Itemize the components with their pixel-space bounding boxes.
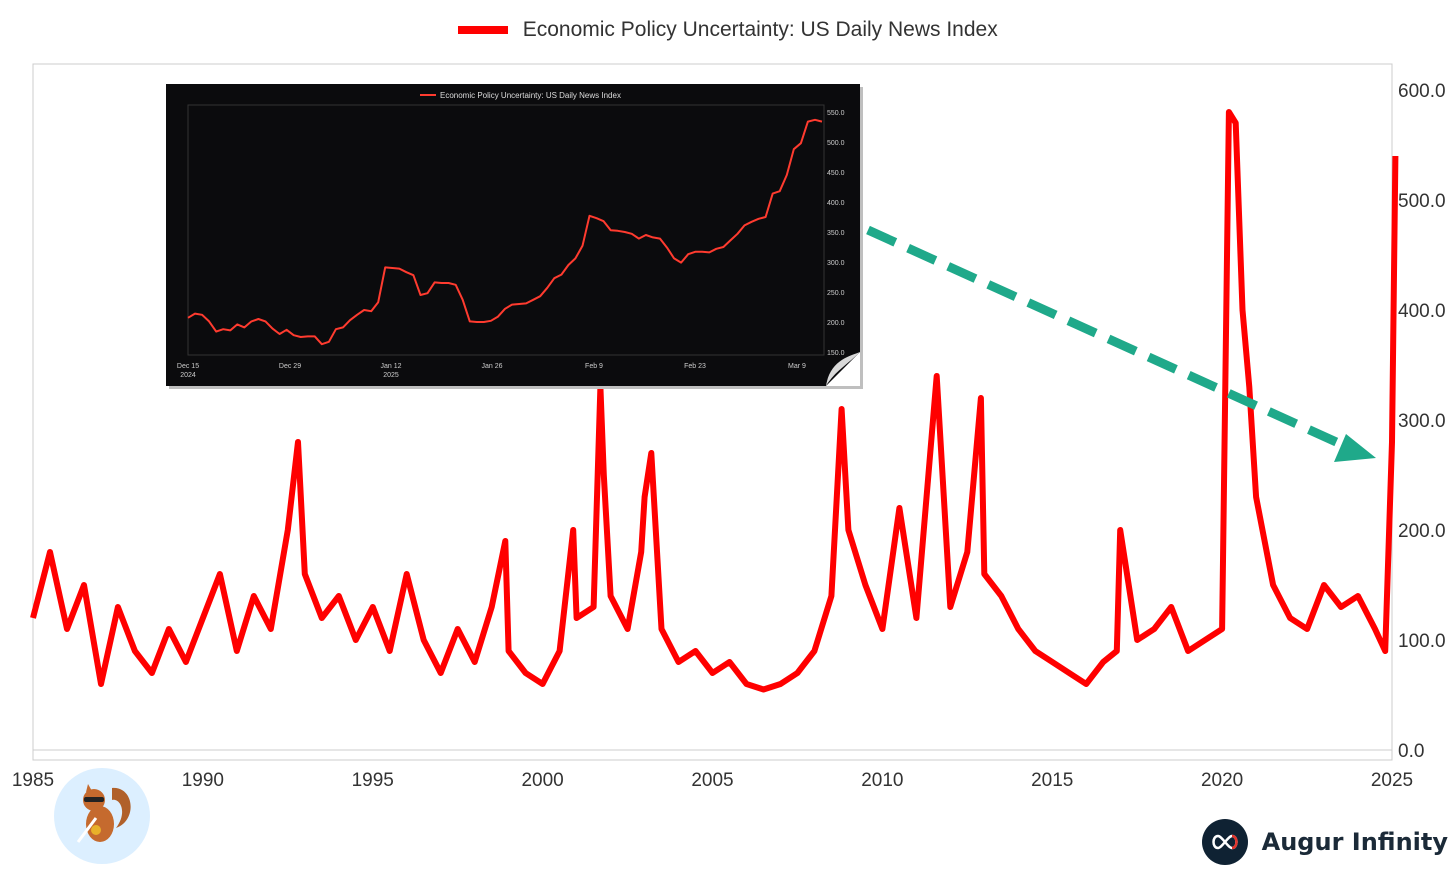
y-tick-label: 300.0 — [1398, 411, 1446, 432]
inset-y-tick-label: 350.0 — [827, 230, 845, 237]
legend-label: Economic Policy Uncertainty: US Daily Ne… — [522, 18, 998, 41]
squirrel-icon — [76, 784, 131, 843]
series-line-epu — [30, 109, 1399, 693]
inset-y-tick-label: 400.0 — [827, 200, 845, 207]
dashed-arrow-line — [866, 225, 1356, 455]
y-tick-label: 600.0 — [1398, 81, 1446, 102]
infinity-logo-icon — [1201, 819, 1248, 865]
x-tick-label: 2025 — [1371, 770, 1413, 791]
inset-plot-area — [187, 104, 825, 356]
x-tick-label: 2015 — [1031, 770, 1073, 791]
inset-y-tick-label: 250.0 — [827, 290, 845, 297]
x-tick-label: 2000 — [521, 770, 563, 791]
inset-y-tick-label: 450.0 — [827, 170, 845, 177]
inset-x-tick-label: Feb 9 — [585, 363, 603, 370]
inset-x-tick-label: Dec 29 — [279, 363, 301, 370]
arrow-head — [1334, 434, 1376, 462]
inset-y-tick-label: 550.0 — [827, 110, 845, 117]
y-tick-label: 100.0 — [1398, 631, 1446, 652]
inset-y-tick-label: 500.0 — [827, 140, 845, 147]
page-curl-corner — [826, 352, 860, 386]
y-tick-label: 400.0 — [1398, 301, 1446, 322]
x-tick-label: 1985 — [12, 770, 54, 791]
brand-watermark: Augur Infinity — [1201, 819, 1448, 865]
inset-y-tick-label: 300.0 — [827, 260, 845, 267]
x-tick-label: 1995 — [352, 770, 394, 791]
inset-y-tick-label: 150.0 — [827, 350, 845, 357]
x-tick-label: 2010 — [861, 770, 903, 791]
inset-legend-label: Economic Policy Uncertainty: US Daily Ne… — [440, 91, 621, 100]
inset-y-tick-label: 200.0 — [827, 320, 845, 327]
inset-x-tick-label: Dec 15 — [177, 363, 199, 370]
page-curl-fold — [826, 352, 860, 386]
x-tick-label: 1990 — [182, 770, 224, 791]
x-tick-label: 2005 — [691, 770, 733, 791]
inset-x-tick-label: Mar 9 — [788, 363, 806, 370]
inset-x-tick-label: Jan 26 — [481, 363, 502, 370]
inset-x-tick-label: 2025 — [383, 372, 399, 379]
brand-name: Augur Infinity — [1261, 828, 1448, 856]
y-tick-label: 0.0 — [1398, 741, 1424, 762]
inset-series-line — [187, 118, 823, 346]
chart-legend: Economic Policy Uncertainty: US Daily Ne… — [0, 18, 1456, 42]
inset-x-tick-label: Feb 23 — [684, 363, 706, 370]
y-tick-label: 200.0 — [1398, 521, 1446, 542]
squirrel-mascot-logo — [54, 768, 150, 864]
inset-background — [166, 84, 860, 386]
x-tick-label: 2020 — [1201, 770, 1243, 791]
inset-x-tick-label: 2024 — [180, 372, 196, 379]
legend-swatch — [458, 26, 509, 34]
y-tick-label: 500.0 — [1398, 191, 1446, 212]
inset-x-tick-label: Jan 12 — [380, 363, 401, 370]
inset-chart: Economic Policy Uncertainty: US Daily Ne… — [166, 84, 863, 389]
